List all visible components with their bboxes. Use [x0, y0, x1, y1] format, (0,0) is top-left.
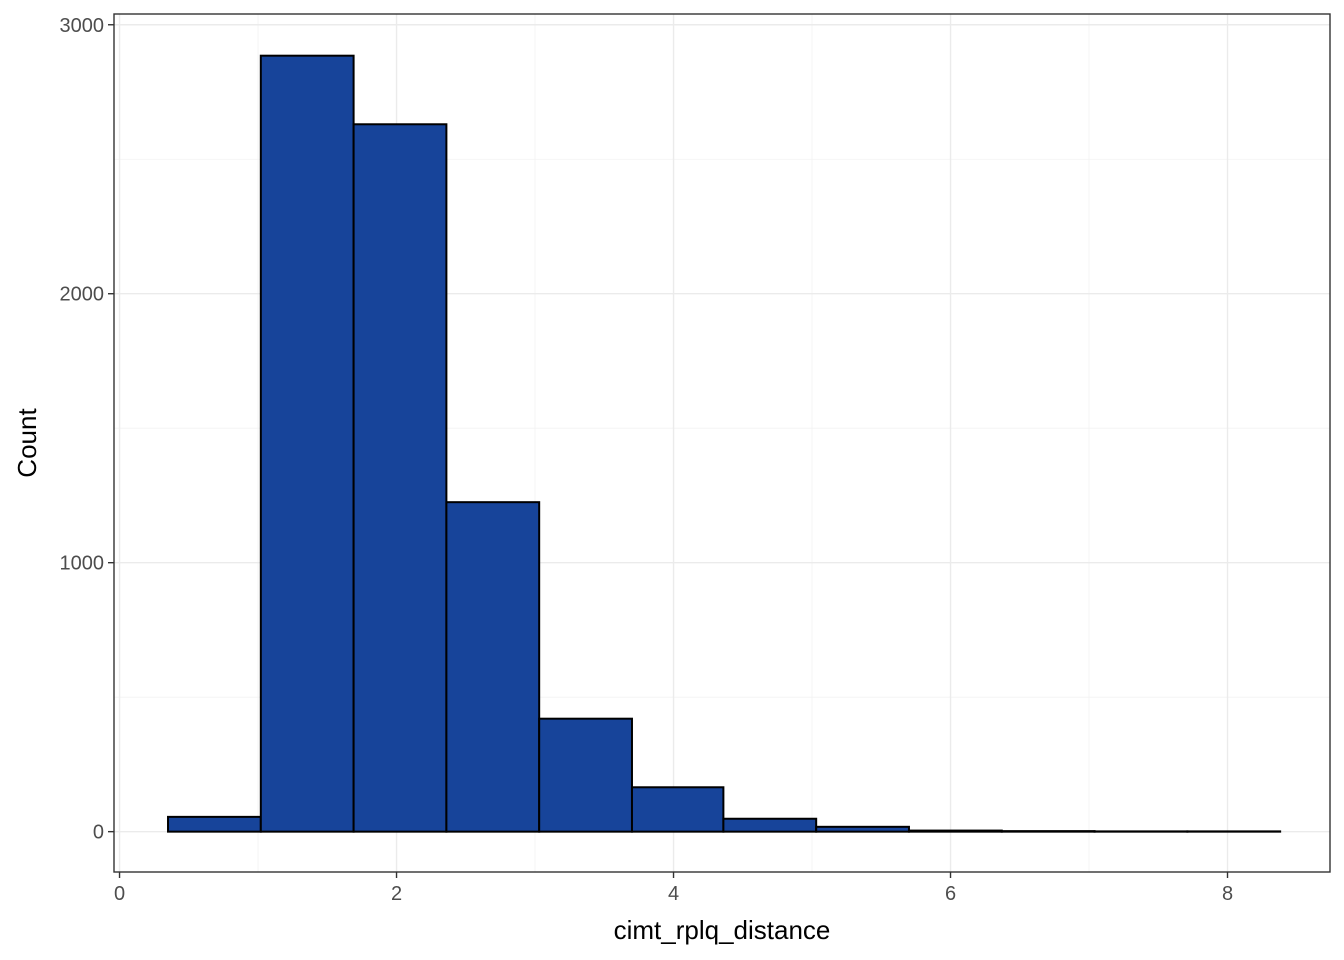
x-tick-label: 0: [114, 883, 125, 905]
x-tick-label: 2: [391, 883, 402, 905]
histogram-bar: [352, 123, 448, 833]
bars: [167, 54, 1282, 833]
histogram-bar: [167, 815, 262, 833]
y-axis-title: Count: [12, 408, 42, 478]
histogram-bar: [1000, 830, 1096, 833]
x-axis-title: cimt_rplq_distance: [614, 915, 831, 945]
histogram-bar: [630, 786, 725, 833]
histogram-bar: [907, 829, 1003, 833]
x-tick-label: 8: [1222, 883, 1233, 905]
y-tick-label: 2000: [60, 284, 105, 306]
histogram-bar: [815, 825, 910, 833]
histogram-bar: [722, 817, 818, 833]
y-tick-label: 3000: [60, 15, 105, 37]
x-tick-label: 6: [945, 883, 956, 905]
histogram-bar: [538, 717, 633, 833]
y-tick-label: 0: [93, 822, 104, 844]
axes: 0 2 4 6 8 0 1000 2000 3000: [60, 15, 1234, 905]
histogram-bar: [259, 54, 355, 833]
histogram-bar: [445, 501, 541, 833]
panel-border: [113, 13, 1331, 873]
x-tick-label: 4: [668, 883, 679, 905]
y-tick-label: 1000: [60, 553, 105, 575]
